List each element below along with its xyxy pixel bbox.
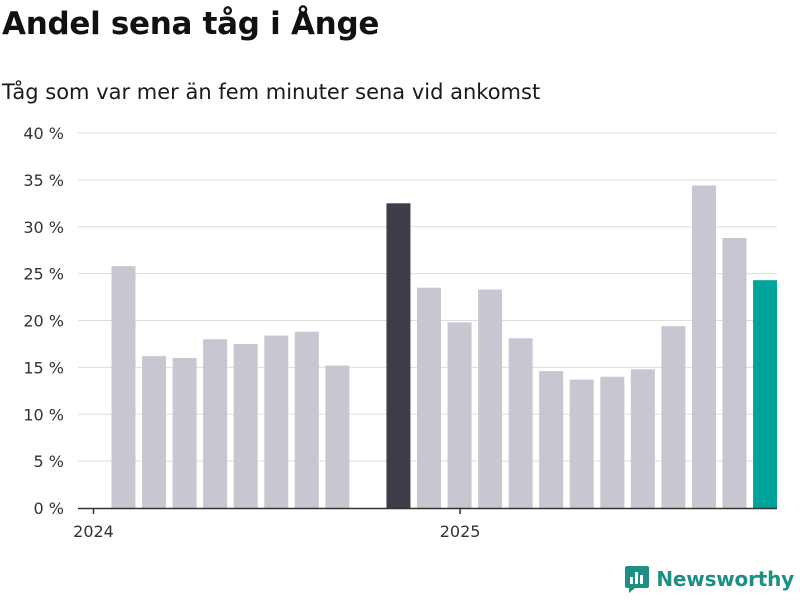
bar xyxy=(417,287,441,508)
bar xyxy=(264,335,289,508)
bar xyxy=(325,365,350,508)
y-tick-label: 5 % xyxy=(34,452,64,471)
x-tick-label: 2024 xyxy=(73,522,114,541)
y-tick-label: 30 % xyxy=(23,218,64,237)
y-tick-label: 40 % xyxy=(23,124,64,143)
bar xyxy=(142,356,167,508)
newsworthy-icon xyxy=(625,566,650,593)
x-tick-label: 2025 xyxy=(440,522,481,541)
y-tick-label: 0 % xyxy=(34,499,64,518)
bar xyxy=(233,343,258,508)
y-tick-label: 25 % xyxy=(23,265,64,284)
bar xyxy=(691,185,716,508)
chart-title: Andel sena tåg i Ånge xyxy=(2,6,380,42)
brand-logo: Newsworthy xyxy=(624,564,794,594)
bar xyxy=(539,371,564,508)
bar xyxy=(753,280,778,508)
bar xyxy=(111,266,136,508)
bar xyxy=(172,358,197,508)
bar xyxy=(600,376,625,508)
bar xyxy=(661,326,686,508)
bar xyxy=(478,289,503,508)
bar xyxy=(722,238,747,508)
bar xyxy=(508,338,533,508)
bar xyxy=(203,339,228,508)
y-tick-label: 20 % xyxy=(23,312,64,331)
bar xyxy=(294,331,319,508)
bar xyxy=(630,369,655,508)
bar xyxy=(447,322,472,508)
y-tick-label: 15 % xyxy=(23,358,64,377)
bar xyxy=(569,379,594,508)
y-tick-label: 35 % xyxy=(23,171,64,190)
bar xyxy=(386,203,411,508)
brand-name: Newsworthy xyxy=(656,567,794,591)
y-tick-label: 10 % xyxy=(23,405,64,424)
chart-subtitle: Tåg som var mer än fem minuter sena vid … xyxy=(2,80,541,104)
